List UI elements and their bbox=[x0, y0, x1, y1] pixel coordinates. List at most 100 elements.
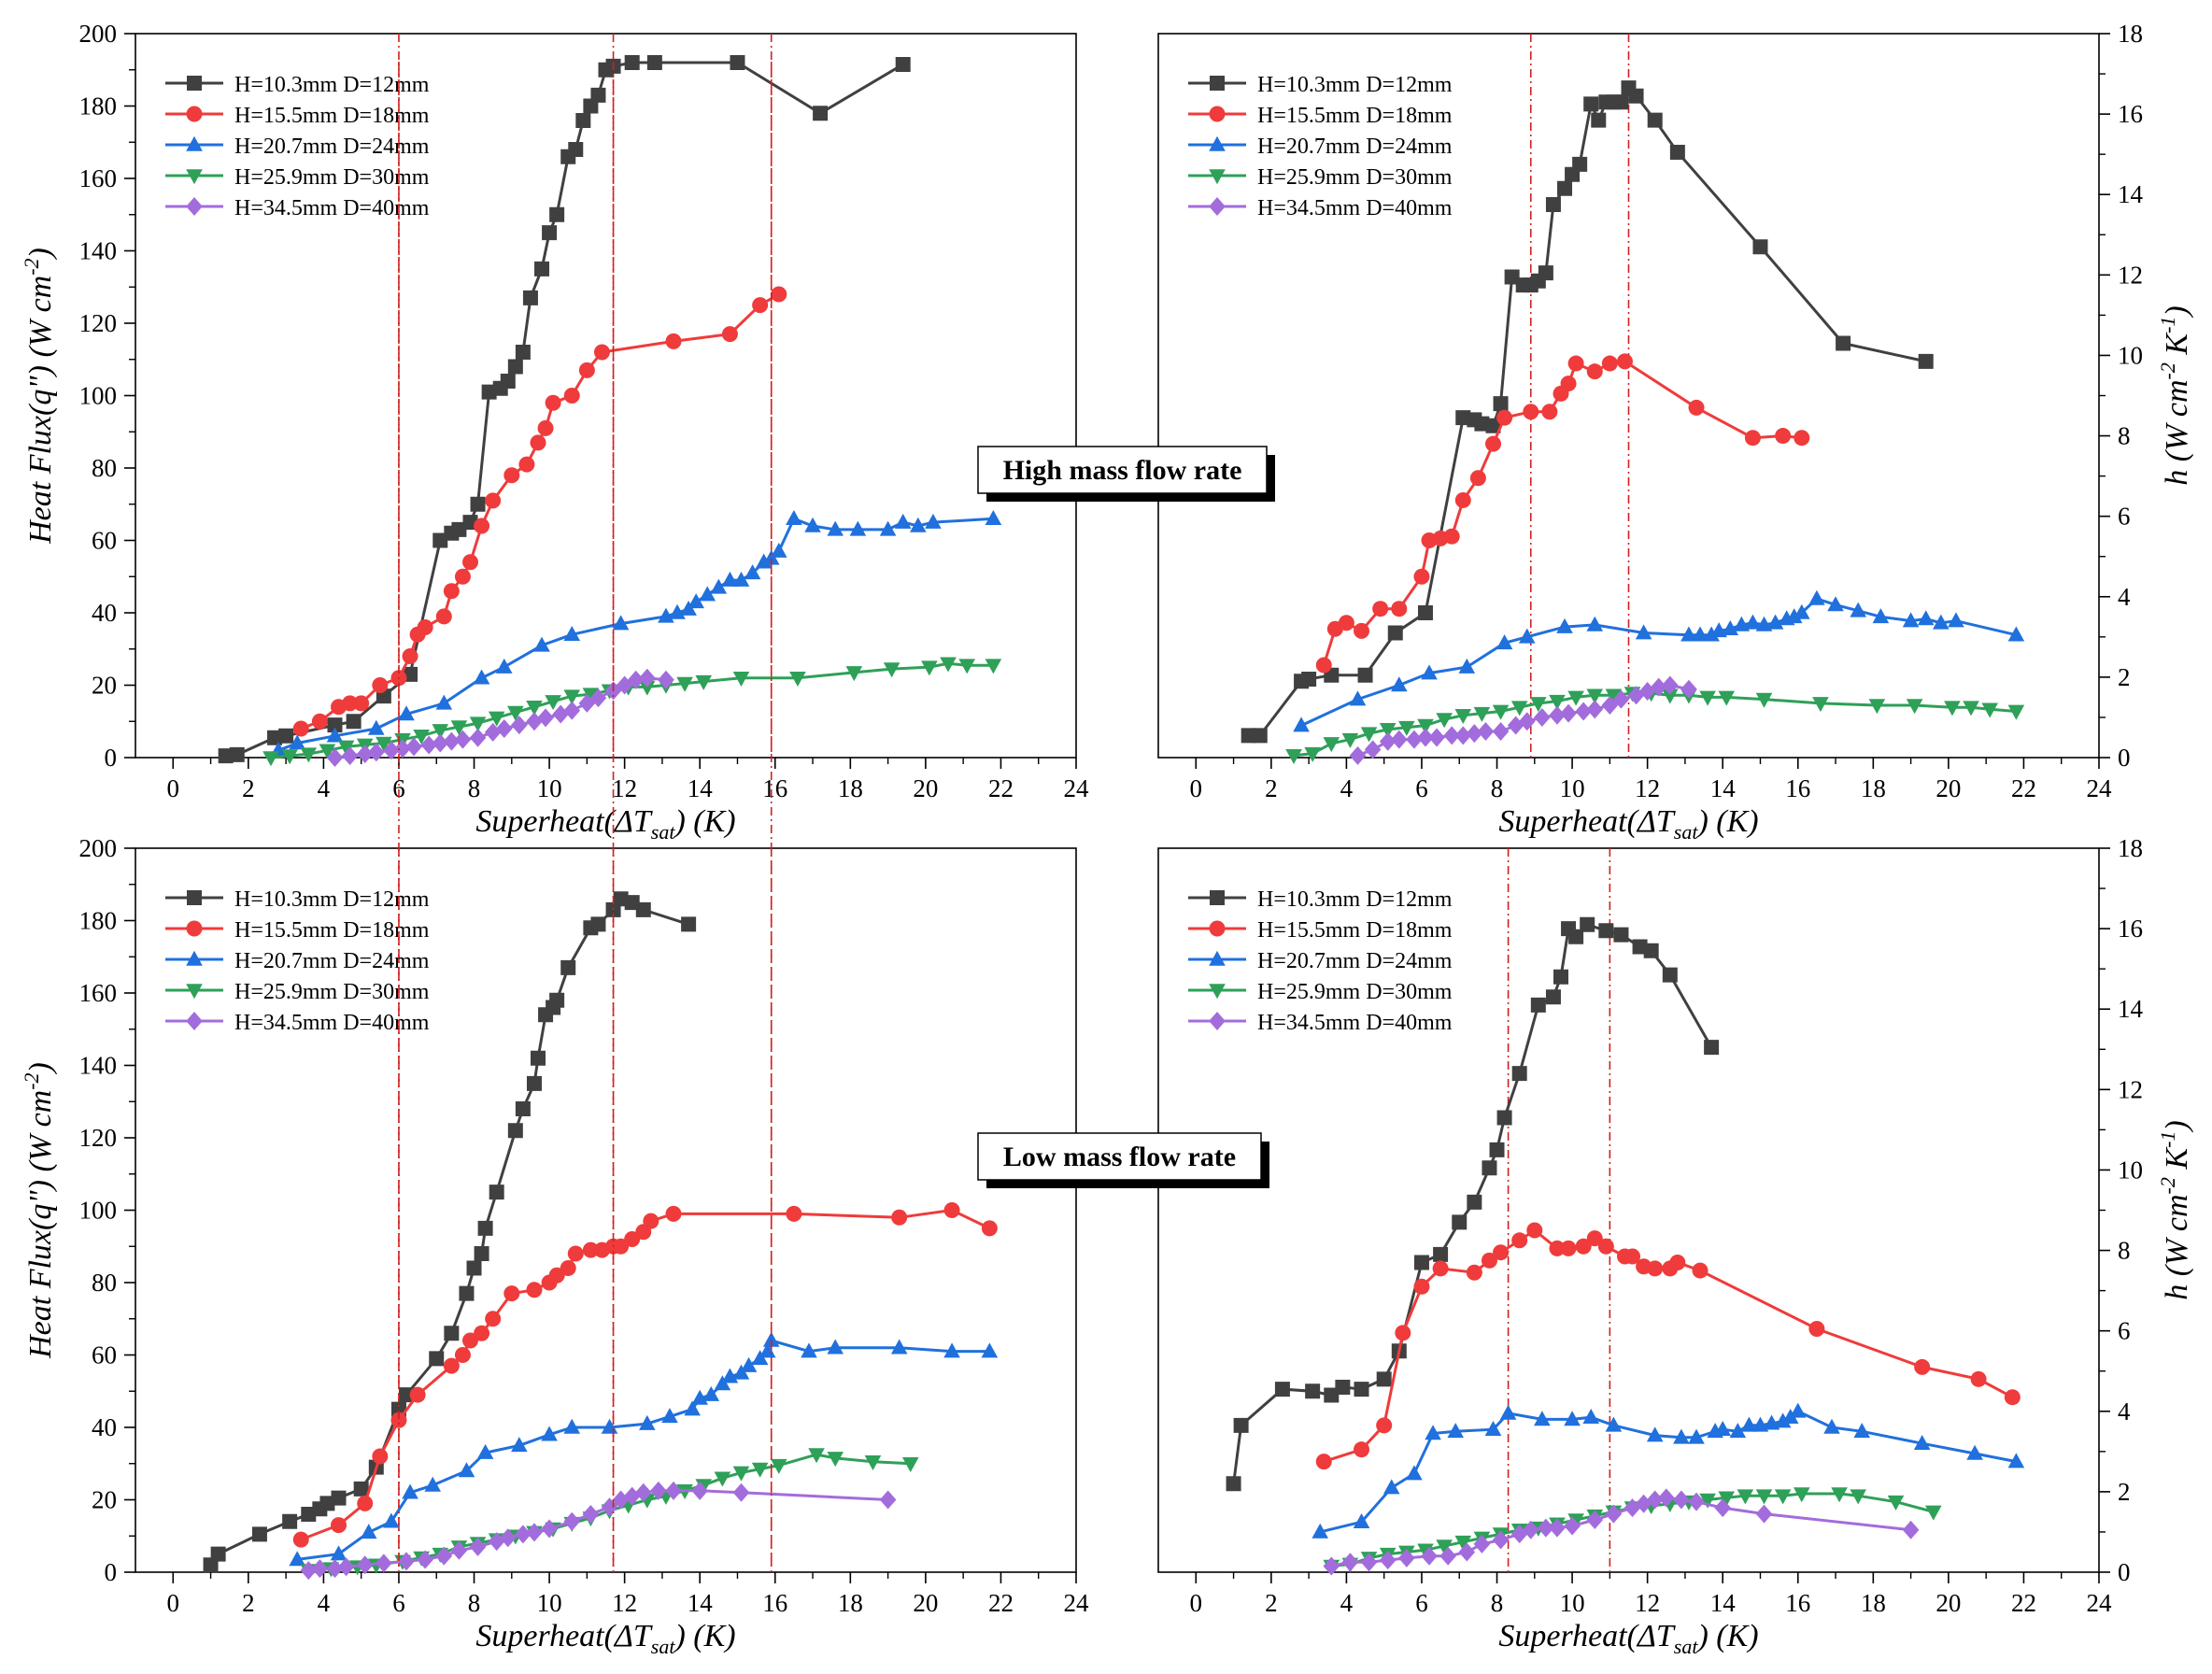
x-tick-label: 4 bbox=[1340, 1589, 1354, 1617]
x-axis-label-sub: sat bbox=[1674, 1635, 1699, 1658]
y-tick-label: 140 bbox=[79, 237, 118, 265]
x-tick-label: 14 bbox=[688, 1589, 714, 1617]
data-point bbox=[1436, 713, 1453, 729]
data-point bbox=[1568, 929, 1584, 944]
series-1 bbox=[1226, 916, 1720, 1492]
data-point bbox=[890, 1339, 908, 1355]
data-point bbox=[1233, 1417, 1249, 1433]
data-point bbox=[346, 714, 362, 730]
data-point bbox=[646, 55, 662, 70]
data-point bbox=[432, 724, 449, 740]
legend-marker bbox=[186, 169, 203, 185]
legend-label: H=10.3mm D=12mm bbox=[1257, 73, 1453, 97]
data-point bbox=[1657, 1488, 1675, 1508]
data-point bbox=[1564, 1411, 1581, 1426]
x-axis-label-sub: sat bbox=[1674, 820, 1699, 844]
data-point bbox=[1305, 1383, 1321, 1399]
data-point bbox=[1458, 658, 1476, 674]
data-point bbox=[740, 1356, 758, 1372]
data-point bbox=[702, 1385, 720, 1401]
series-3 bbox=[1293, 589, 2025, 732]
data-point bbox=[1379, 731, 1397, 751]
data-point bbox=[1583, 96, 1599, 112]
data-point bbox=[1699, 1493, 1716, 1509]
data-point bbox=[1575, 1238, 1592, 1255]
data-point bbox=[367, 743, 385, 762]
data-point bbox=[1755, 1489, 1773, 1505]
data-point bbox=[435, 1546, 453, 1566]
legend: H=10.3mm D=12mm H=15.5mm D=18mm H=20.7mm D… bbox=[165, 887, 430, 1035]
data-point bbox=[1360, 1553, 1378, 1572]
data-point bbox=[1499, 1404, 1517, 1420]
data-point bbox=[1647, 112, 1663, 128]
data-point bbox=[1567, 690, 1584, 706]
data-point bbox=[1793, 1487, 1810, 1503]
legend-marker bbox=[1209, 169, 1226, 185]
data-point bbox=[1553, 969, 1568, 985]
y-axis-label-sup: -1 bbox=[2156, 1131, 2179, 1148]
data-point bbox=[1669, 1254, 1686, 1270]
y-tick-label: 0 bbox=[2118, 1558, 2131, 1586]
data-point bbox=[500, 374, 516, 389]
data-point bbox=[545, 695, 561, 711]
data-point bbox=[1466, 1264, 1482, 1281]
data-point bbox=[1887, 1495, 1905, 1511]
y-tick-label: 100 bbox=[79, 1197, 118, 1225]
data-point bbox=[409, 1386, 426, 1403]
data-point bbox=[1485, 418, 1501, 433]
data-point bbox=[1522, 1520, 1539, 1539]
data-point bbox=[1545, 196, 1561, 212]
data-point bbox=[639, 668, 656, 688]
data-point bbox=[1564, 1516, 1581, 1536]
data-point bbox=[331, 1490, 347, 1506]
data-point bbox=[1413, 1278, 1430, 1295]
data-point bbox=[759, 1342, 776, 1358]
chart-tr: 0 2 4 6 8 10 12 14 16 18 20 22 24024681012141618Supe… bbox=[1157, 20, 2194, 844]
data-point bbox=[311, 713, 328, 730]
series-line bbox=[1322, 360, 1802, 666]
legend-marker bbox=[187, 76, 202, 91]
data-point bbox=[1484, 435, 1501, 452]
data-point bbox=[507, 359, 523, 375]
x-tick-label: 0 bbox=[1190, 1589, 1203, 1617]
data-point bbox=[1729, 1423, 1747, 1439]
data-point bbox=[658, 670, 674, 689]
data-point bbox=[1699, 690, 1716, 706]
data-point bbox=[1226, 1476, 1241, 1492]
x-tick-label: 14 bbox=[688, 774, 714, 802]
data-point bbox=[488, 711, 505, 727]
y-tick-label: 20 bbox=[92, 1486, 117, 1514]
data-point bbox=[319, 1496, 335, 1511]
data-point bbox=[1624, 1248, 1641, 1265]
y-tick-label: 10 bbox=[2118, 341, 2143, 369]
data-point bbox=[730, 55, 745, 70]
data-point bbox=[503, 1285, 520, 1302]
legend-label: H=20.7mm D=24mm bbox=[1257, 949, 1453, 973]
data-point bbox=[402, 1483, 418, 1499]
data-point bbox=[1390, 730, 1408, 749]
data-point bbox=[1586, 700, 1604, 719]
data-point bbox=[485, 1311, 502, 1327]
data-point bbox=[469, 716, 487, 732]
series-3 bbox=[1312, 1402, 2025, 1539]
data-point bbox=[1473, 1534, 1491, 1553]
legend-marker bbox=[1209, 920, 1226, 937]
data-point bbox=[435, 694, 453, 710]
data-point bbox=[548, 1267, 565, 1284]
data-point bbox=[895, 56, 911, 72]
data-point bbox=[563, 1511, 581, 1531]
data-point bbox=[330, 1545, 347, 1561]
x-tick-label: 16 bbox=[762, 1589, 787, 1617]
legend-label: H=10.3mm D=12mm bbox=[1257, 887, 1453, 912]
data-point bbox=[563, 626, 581, 642]
x-tick-label: 8 bbox=[468, 1589, 481, 1617]
data-point bbox=[1372, 601, 1389, 617]
y-axis-label-end: ) bbox=[23, 248, 58, 260]
x-tick-label: 12 bbox=[612, 774, 637, 802]
data-point bbox=[1496, 409, 1513, 426]
y-tick-label: 2 bbox=[2118, 663, 2131, 691]
data-point bbox=[454, 568, 471, 585]
data-point bbox=[593, 344, 610, 361]
data-point bbox=[732, 671, 750, 687]
data-point bbox=[1496, 1110, 1512, 1126]
